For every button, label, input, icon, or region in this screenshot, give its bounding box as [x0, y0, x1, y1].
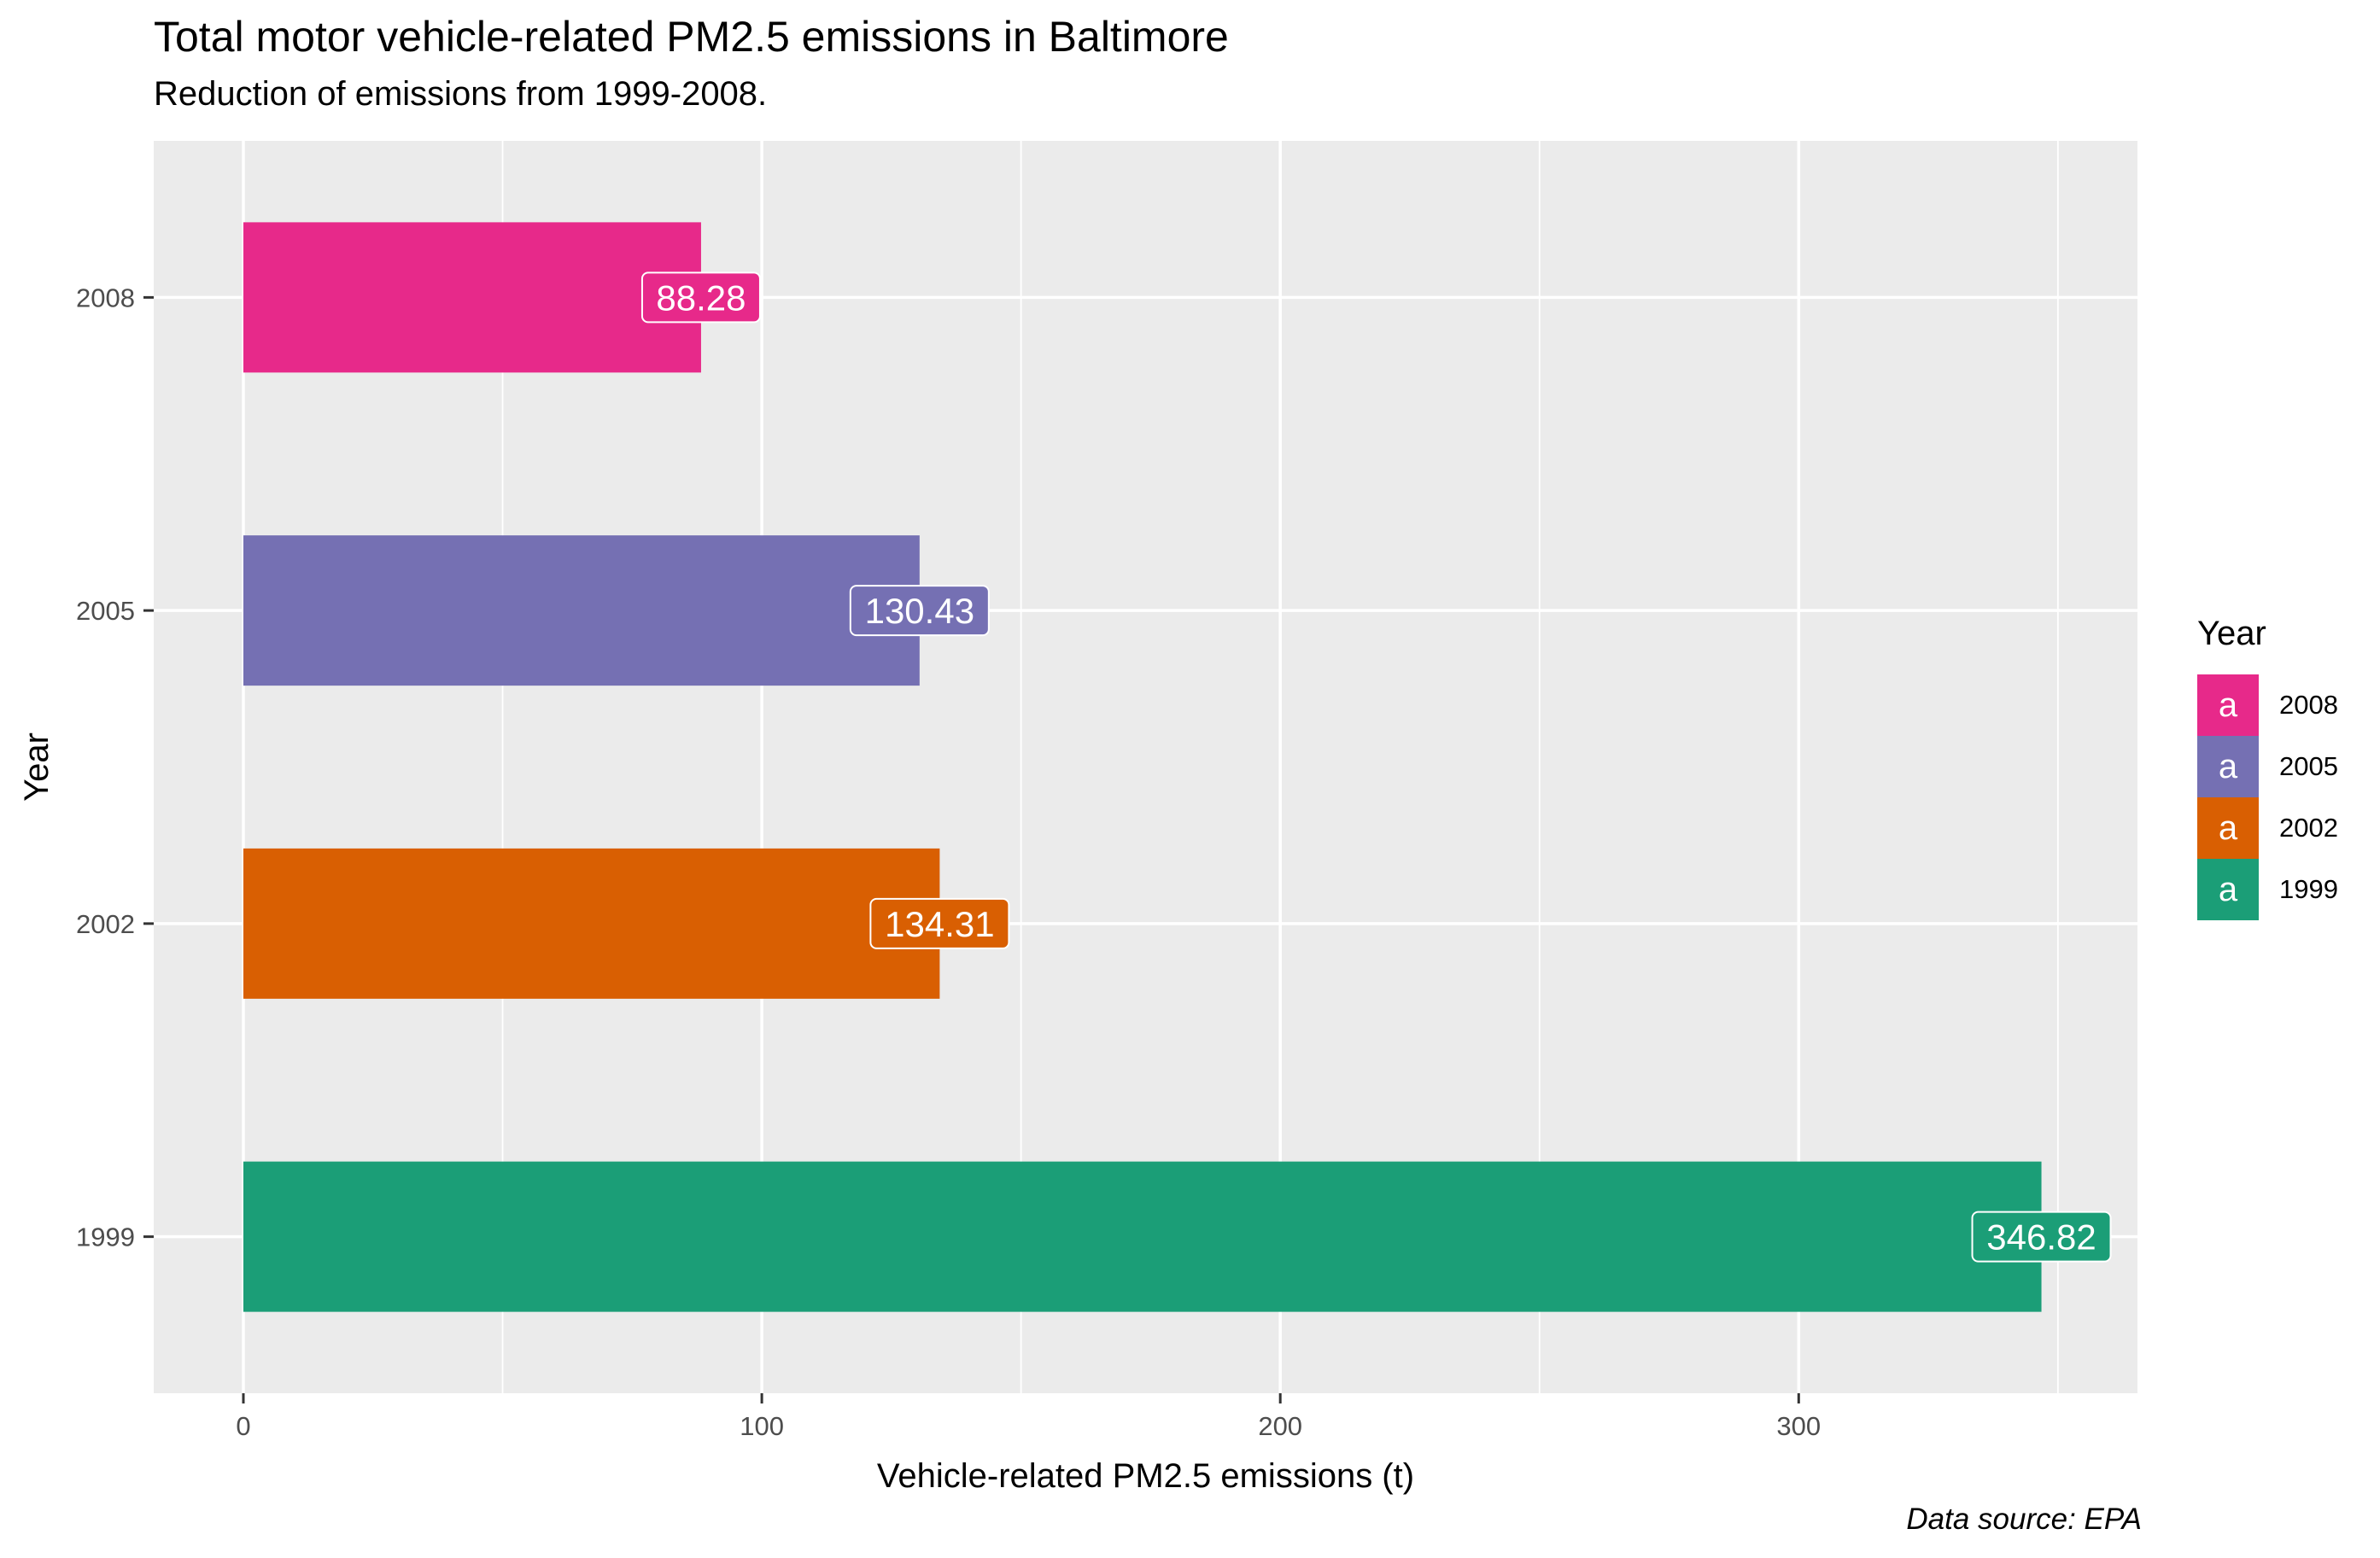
x-tick-label-0: 0: [236, 1411, 250, 1441]
chart-subtitle: Reduction of emissions from 1999-2008.: [154, 75, 768, 113]
data-source-caption: Data source: EPA: [1906, 1503, 2142, 1536]
legend-label-2002: 2002: [2279, 813, 2338, 843]
data-label-box: [640, 271, 761, 324]
legend-key-2005: a: [2197, 736, 2259, 797]
data-label-2005: 130.43: [865, 591, 974, 631]
x-tick-label-300: 300: [1776, 1411, 1821, 1441]
data-label-box: [1971, 1211, 2112, 1263]
x-axis-title: Vehicle-related PM2.5 emissions (t): [877, 1457, 1414, 1495]
data-label-box: [849, 585, 990, 637]
y-tick-label-1999: 1999: [76, 1222, 135, 1252]
y-axis-title: Year: [18, 732, 56, 802]
chart-title: Total motor vehicle-related PM2.5 emissi…: [154, 13, 1229, 61]
legend-key-2002: a: [2197, 797, 2259, 859]
legend-title: Year: [2197, 615, 2266, 652]
y-tick-label-2005: 2005: [76, 596, 135, 626]
legend-key-1999: a: [2197, 859, 2259, 920]
legend-item-2008: a 2008: [2197, 674, 2338, 736]
data-label-1999: 346.82: [1986, 1217, 2096, 1257]
y-tick-label-2008: 2008: [76, 283, 135, 312]
legend-item-2002: a 2002: [2197, 797, 2338, 859]
data-label-2008: 88.28: [656, 277, 746, 318]
legend-key-2008: a: [2197, 674, 2259, 736]
legend-label-2008: 2008: [2279, 690, 2338, 720]
bar-2005: [243, 535, 920, 686]
data-label-2002: 134.31: [885, 904, 994, 944]
x-tick-label-100: 100: [740, 1411, 784, 1441]
y-tick-label-2002: 2002: [76, 909, 135, 939]
data-label-box: [869, 897, 1010, 949]
bar-2008: [243, 222, 701, 373]
bar-2002: [243, 848, 940, 999]
x-tick-label-200: 200: [1258, 1411, 1302, 1441]
legend-label-1999: 1999: [2279, 874, 2338, 904]
legend-label-2005: 2005: [2279, 751, 2338, 781]
legend-item-2005: a 2005: [2197, 736, 2338, 797]
bar-1999: [243, 1161, 2042, 1312]
legend-item-1999: a 1999: [2197, 859, 2338, 920]
